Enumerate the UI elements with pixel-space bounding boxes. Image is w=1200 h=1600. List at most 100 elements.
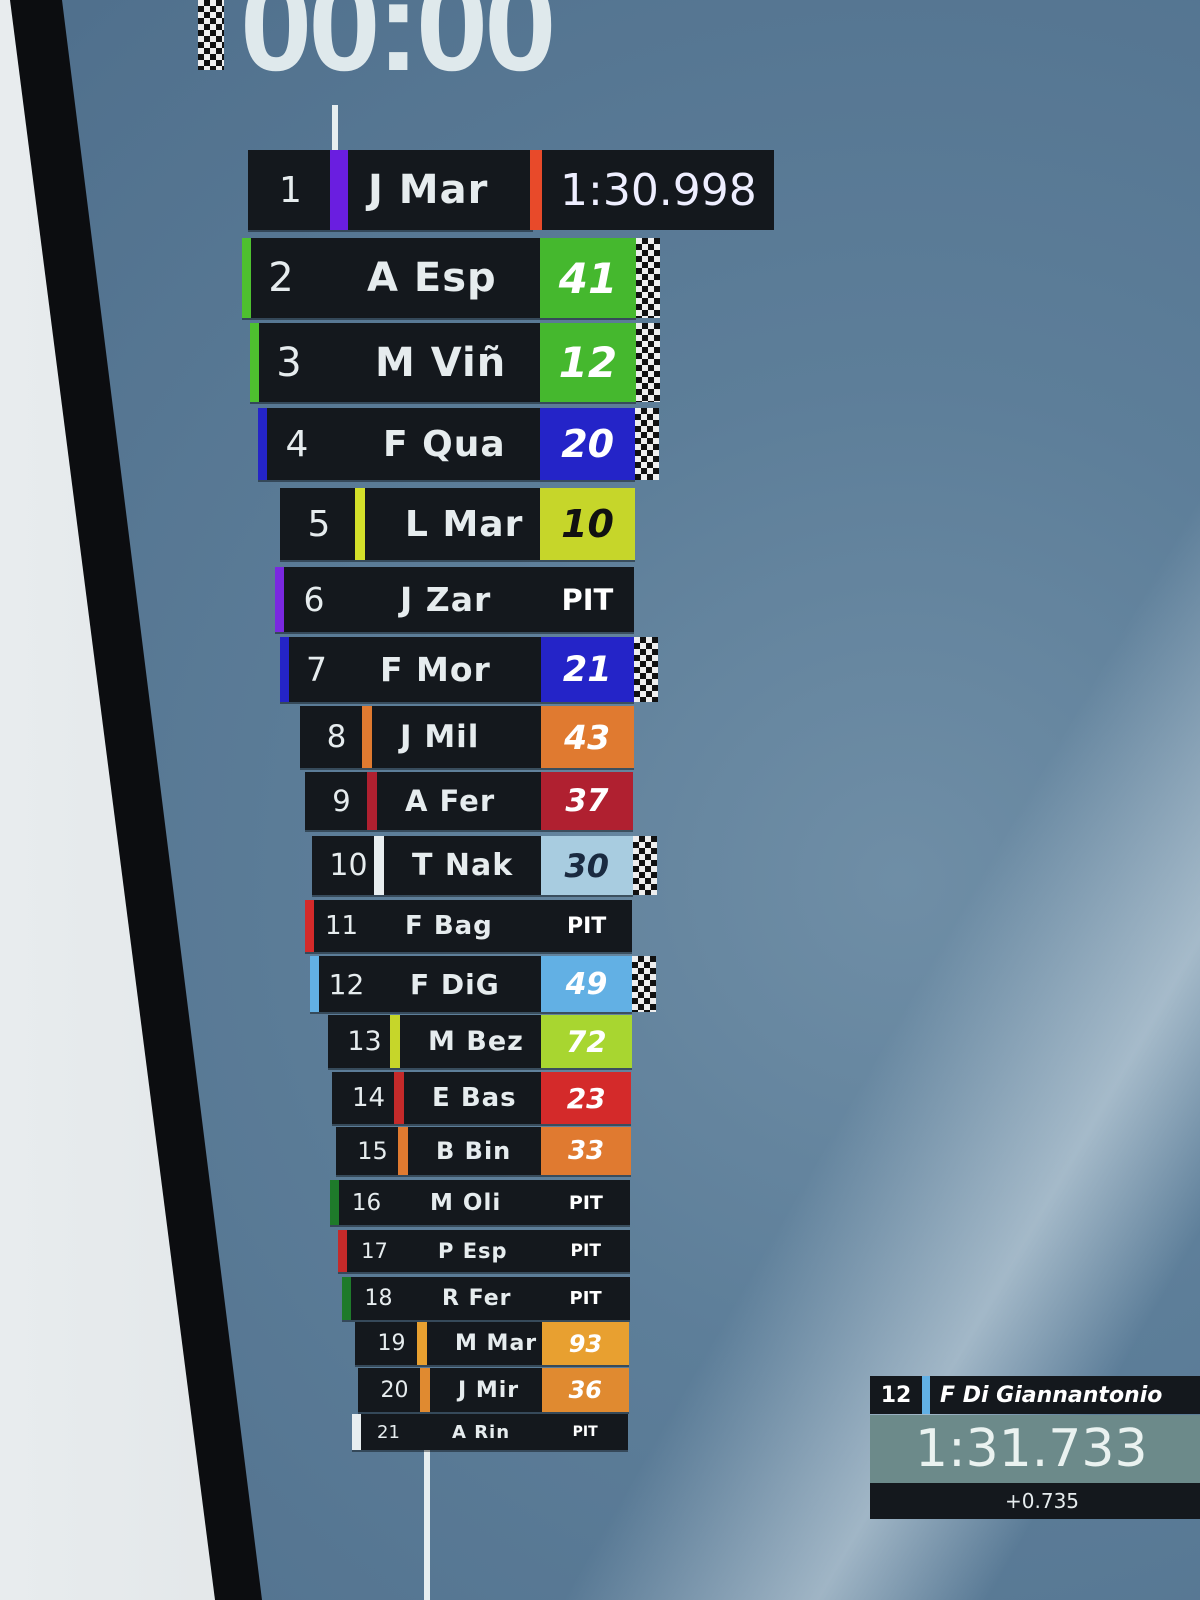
team-color-stripe — [367, 772, 377, 830]
checkered-flag-icon — [636, 238, 660, 318]
standings-row[interactable]: 9 A Fer 37 — [305, 772, 634, 830]
rider-number-badge: 33 — [541, 1127, 631, 1175]
position: 2 — [268, 255, 294, 301]
checkered-flag-icon — [632, 836, 657, 895]
standings-row[interactable]: 18 R Fer PIT — [342, 1277, 630, 1320]
rider-number-badge: 49 — [541, 956, 632, 1012]
checkered-flag-icon — [634, 637, 658, 702]
standings-row[interactable]: 2 A Esp 41 — [242, 238, 636, 318]
pit-status-badge: PIT — [541, 1180, 631, 1225]
rider-name: J Mil — [400, 719, 480, 755]
team-color-stripe — [280, 637, 289, 702]
rider-number: 12 — [870, 1376, 922, 1414]
standings-row[interactable]: 17 P Esp PIT — [338, 1230, 630, 1272]
standings-row[interactable]: 21 A Rin PIT — [352, 1414, 629, 1450]
pit-status-badge: PIT — [541, 1277, 630, 1320]
position: 12 — [328, 967, 365, 1001]
rider-name: L Mar — [405, 503, 524, 545]
team-color-stripe — [258, 408, 267, 480]
leader-row[interactable]: 1 J Mar — [248, 150, 533, 230]
standings-row[interactable]: 3 M Viñ 12 — [250, 323, 636, 402]
team-color-stripe — [390, 1015, 400, 1068]
team-color-stripe — [330, 1180, 339, 1225]
tower-top-line — [332, 105, 338, 155]
session-clock: 00:00 — [240, 0, 556, 98]
team-color-stripe — [922, 1376, 930, 1414]
team-color-stripe — [330, 150, 348, 230]
leader-lap-time: 1:30.998 — [530, 150, 774, 230]
lap-time-text: 1:30.998 — [560, 164, 757, 216]
position: 17 — [361, 1239, 388, 1263]
standings-row[interactable]: 20 J Mir 36 — [358, 1368, 629, 1412]
team-color-stripe — [420, 1368, 430, 1412]
position: 16 — [351, 1189, 382, 1216]
team-color-stripe — [355, 488, 365, 560]
standings-row[interactable]: 14 E Bas 23 — [332, 1072, 632, 1124]
rider-name: M Viñ — [375, 339, 507, 386]
standings-row[interactable]: 10 T Nak 30 — [312, 836, 633, 895]
rider-name: E Bas — [432, 1083, 517, 1113]
team-color-stripe — [362, 706, 372, 768]
standings-row[interactable]: 5 L Mar 10 — [280, 488, 635, 560]
rider-name: M Bez — [428, 1026, 524, 1057]
rider-name: F Qua — [383, 423, 506, 465]
standings-row[interactable]: 15 B Bin 33 — [336, 1127, 631, 1175]
rider-name: M Mar — [455, 1331, 538, 1356]
position: 5 — [307, 503, 331, 545]
team-color-stripe — [374, 836, 384, 895]
rider-name: J Mar — [368, 167, 489, 213]
rider-name: T Nak — [412, 848, 514, 883]
gap-to-leader: +0.735 — [870, 1483, 1200, 1519]
position: 14 — [351, 1083, 386, 1113]
standings-row[interactable]: 19 M Mar 93 — [355, 1322, 630, 1365]
standings-row[interactable]: 4 F Qua 20 — [258, 408, 636, 480]
team-color-stripe — [398, 1127, 408, 1175]
rider-name: F Bag — [405, 911, 493, 941]
rider-number-badge: 21 — [540, 637, 634, 702]
rider-number-badge: 37 — [540, 772, 634, 830]
rider-number-badge: 41 — [540, 238, 636, 318]
team-color-stripe — [310, 956, 319, 1012]
position: 7 — [306, 650, 327, 689]
position: 4 — [285, 423, 309, 465]
checkered-flag-icon — [635, 323, 660, 402]
rider-number-badge: 93 — [541, 1322, 630, 1365]
rider-lap-time: 1:31.733 — [870, 1415, 1200, 1483]
position: 10 — [329, 848, 368, 883]
rider-name: F Mor — [380, 650, 491, 689]
standings-row[interactable]: 16 M Oli PIT — [330, 1180, 631, 1225]
rider-number-badge: 20 — [540, 408, 636, 480]
pit-status-badge: PIT — [540, 567, 635, 632]
pit-status-badge: PIT — [541, 1230, 630, 1272]
position: 19 — [377, 1331, 406, 1356]
standings-row[interactable]: 13 M Bez 72 — [328, 1015, 632, 1068]
rider-number-badge: 43 — [540, 706, 634, 768]
pit-status-badge: PIT — [540, 900, 633, 952]
rider-number-badge: 36 — [541, 1368, 629, 1412]
standings-row[interactable]: 12 F DiG 49 — [310, 956, 632, 1012]
rider-name: P Esp — [438, 1239, 508, 1263]
rider-number-badge: 12 — [540, 323, 636, 402]
team-color-stripe — [250, 323, 259, 402]
rider-name: J Mir — [458, 1377, 520, 1403]
rider-full-name: F Di Giannantonio — [930, 1376, 1200, 1414]
checkered-flag-icon — [632, 956, 656, 1012]
position: 21 — [377, 1421, 400, 1443]
position: 6 — [303, 580, 325, 619]
team-color-stripe — [417, 1322, 427, 1365]
pit-status-badge: PIT — [541, 1414, 629, 1450]
team-color-stripe — [275, 567, 284, 632]
team-color-stripe — [338, 1230, 347, 1272]
team-color-stripe — [352, 1414, 361, 1450]
position: 13 — [347, 1026, 382, 1057]
rider-number-badge: 10 — [540, 488, 635, 560]
team-color-stripe — [242, 238, 251, 318]
checkered-flag-icon — [198, 0, 224, 70]
position: 3 — [276, 339, 302, 386]
standings-row[interactable]: 7 F Mor 21 — [280, 637, 634, 702]
rider-name: F DiG — [410, 967, 500, 1001]
position: 11 — [324, 911, 359, 941]
standings-row[interactable]: 8 J Mil 43 — [300, 706, 634, 768]
standings-row[interactable]: 11 F Bag PIT — [305, 900, 633, 952]
standings-row[interactable]: 6 J Zar PIT — [275, 567, 635, 632]
